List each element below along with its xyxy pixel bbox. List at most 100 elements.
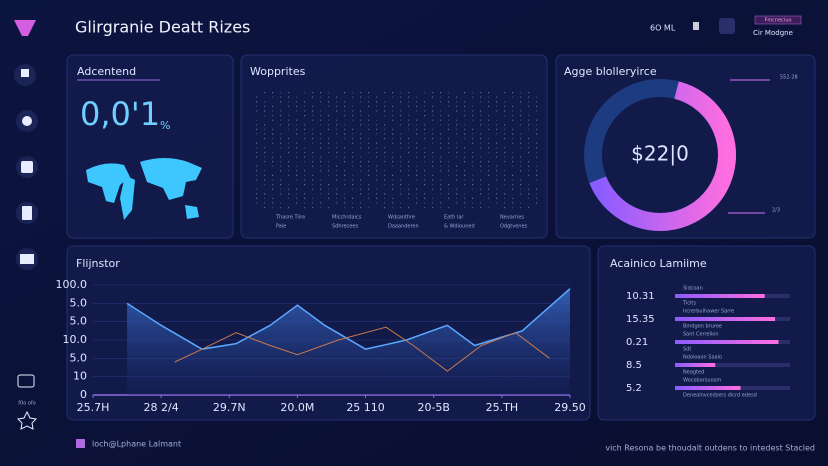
matrix-dot [280, 193, 282, 195]
matrix-dot [480, 92, 482, 94]
matrix-dot [256, 179, 258, 181]
matrix-dot [480, 138, 482, 140]
matrix-dot [504, 174, 506, 176]
matrix-dot [480, 110, 482, 112]
matrix-dot [480, 165, 482, 167]
matrix-dot [312, 174, 314, 176]
matrix-dot [536, 142, 538, 144]
matrix-dot [472, 133, 474, 135]
matrix-dot [464, 197, 466, 199]
panel-title: Wopprites [250, 65, 306, 78]
matrix-dot [448, 128, 450, 130]
matrix-dot [528, 142, 530, 144]
matrix-dot [408, 115, 410, 117]
matrix-dot [536, 193, 538, 195]
matrix-dot [272, 156, 274, 158]
matrix-dot [352, 151, 354, 153]
matrix-dot [456, 188, 458, 190]
matrix-dot [376, 179, 378, 181]
matrix-dot [352, 156, 354, 158]
matrix-dot [336, 119, 338, 121]
matrix-dot [512, 156, 514, 158]
nav-icon[interactable] [17, 374, 35, 388]
matrix-dot [464, 115, 466, 117]
matrix-dot [488, 147, 490, 149]
matrix-dot [536, 128, 538, 130]
matrix-dot [360, 96, 362, 98]
row-sub: Denealnvcedsers dicrd edesd [683, 393, 757, 399]
matrix-dot [384, 128, 386, 130]
matrix-dot [440, 184, 442, 186]
nav-icon[interactable] [16, 410, 38, 430]
matrix-dot [336, 193, 338, 195]
matrix-dot [280, 184, 282, 186]
matrix-dot [312, 133, 314, 135]
avatar[interactable] [719, 18, 735, 34]
matrix-dot [336, 156, 338, 158]
matrix-dot [328, 170, 330, 172]
matrix-dot [352, 188, 354, 190]
matrix-dot [448, 96, 450, 98]
icon[interactable] [693, 22, 699, 30]
matrix-dot [448, 207, 450, 209]
matrix-dot [416, 105, 418, 107]
matrix-dot [432, 184, 434, 186]
matrix-dot [336, 128, 338, 130]
matrix-dot [472, 188, 474, 190]
matrix-dot [384, 92, 386, 94]
matrix-dot [472, 96, 474, 98]
matrix-dot [296, 101, 298, 103]
matrix-dot [432, 115, 434, 117]
matrix-dot [272, 110, 274, 112]
y-tick-label: 10.0 [63, 333, 88, 346]
matrix-dot [368, 165, 370, 167]
matrix-dot [432, 138, 434, 140]
matrix-dot [376, 151, 378, 153]
matrix-dot [408, 170, 410, 172]
matrix-dot [264, 105, 266, 107]
row-caption: Wocobarsuosm [683, 378, 721, 384]
matrix-dot [520, 165, 522, 167]
matrix-dot [432, 174, 434, 176]
matrix-dot [456, 128, 458, 130]
matrix-dot [440, 165, 442, 167]
matrix-dot [464, 179, 466, 181]
matrix-dot [384, 101, 386, 103]
matrix-dot [400, 184, 402, 186]
matrix-dot [256, 170, 258, 172]
matrix-dot [328, 207, 330, 209]
sidebar-label: f0o ofo [18, 401, 35, 407]
matrix-dot [424, 101, 426, 103]
matrix-dot [272, 174, 274, 176]
matrix-dot [400, 119, 402, 121]
matrix-dot [280, 92, 282, 94]
matrix-dot [488, 138, 490, 140]
matrix-dot [464, 170, 466, 172]
matrix-dot [488, 96, 490, 98]
matrix-dot [360, 110, 362, 112]
matrix-dot [416, 165, 418, 167]
matrix-dot [488, 142, 490, 144]
matrix-dot [528, 170, 530, 172]
matrix-dot [312, 197, 314, 199]
matrix-dot [440, 147, 442, 149]
matrix-dot [424, 161, 426, 163]
matrix-dot [400, 170, 402, 172]
matrix-dot [424, 110, 426, 112]
matrix-dot [520, 133, 522, 135]
matrix-dot [384, 174, 386, 176]
matrix-dot [456, 151, 458, 153]
matrix-dot [432, 207, 434, 209]
matrix-dot [264, 170, 266, 172]
matrix-dot [304, 138, 306, 140]
bar-track [675, 363, 790, 367]
matrix-dot [296, 156, 298, 158]
matrix-dot [344, 174, 346, 176]
matrix-dot [312, 105, 314, 107]
matrix-dot [528, 124, 530, 126]
matrix-dot [480, 101, 482, 103]
matrix-dot [432, 119, 434, 121]
matrix-dot [440, 115, 442, 117]
matrix-dot [360, 101, 362, 103]
matrix-dot [304, 110, 306, 112]
